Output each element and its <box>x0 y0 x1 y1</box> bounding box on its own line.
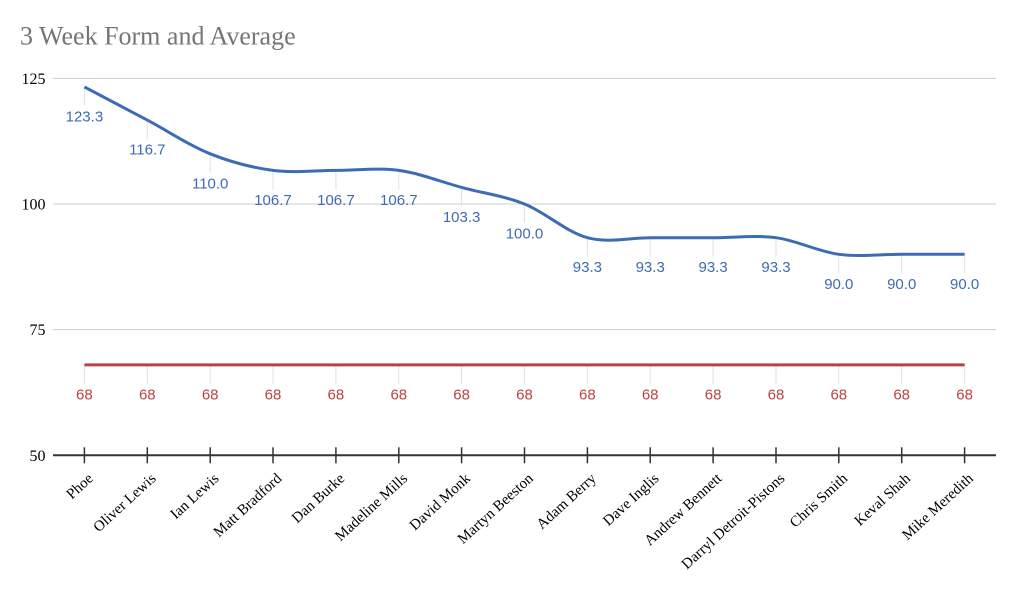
svg-text:68: 68 <box>265 386 282 403</box>
svg-text:93.3: 93.3 <box>573 259 602 276</box>
svg-text:68: 68 <box>956 386 973 403</box>
svg-text:110.0: 110.0 <box>192 175 228 192</box>
svg-text:106.7: 106.7 <box>317 192 355 209</box>
svg-text:68: 68 <box>893 386 910 403</box>
svg-text:116.7: 116.7 <box>129 142 165 159</box>
svg-text:68: 68 <box>516 386 533 403</box>
svg-text:Chris Smith: Chris Smith <box>787 470 851 531</box>
svg-text:Ian Lewis: Ian Lewis <box>168 471 223 523</box>
svg-text:Adam Berry: Adam Berry <box>534 470 600 533</box>
svg-text:David Monk: David Monk <box>407 470 474 534</box>
svg-text:68: 68 <box>642 386 659 403</box>
svg-text:123.3: 123.3 <box>66 108 104 125</box>
svg-text:68: 68 <box>705 386 722 403</box>
svg-text:Phoe: Phoe <box>64 470 97 502</box>
svg-text:Dan Burke: Dan Burke <box>289 470 348 526</box>
svg-text:100.0: 100.0 <box>506 226 544 243</box>
svg-text:68: 68 <box>768 386 785 403</box>
svg-text:103.3: 103.3 <box>443 209 481 226</box>
svg-text:106.7: 106.7 <box>380 192 418 209</box>
svg-text:Darryl Detroit-Pistons: Darryl Detroit-Pistons <box>679 471 789 573</box>
svg-text:68: 68 <box>830 386 847 403</box>
svg-text:68: 68 <box>390 386 407 403</box>
svg-text:68: 68 <box>579 386 596 403</box>
svg-text:100: 100 <box>22 197 46 214</box>
svg-text:106.7: 106.7 <box>254 192 292 209</box>
svg-text:3 Week Form and Average: 3 Week Form and Average <box>20 22 296 51</box>
svg-text:68: 68 <box>76 386 93 403</box>
svg-text:Dave Inglis: Dave Inglis <box>600 471 662 530</box>
svg-text:68: 68 <box>202 386 219 403</box>
svg-text:Keval Shah: Keval Shah <box>852 470 914 529</box>
svg-text:75: 75 <box>30 322 46 339</box>
svg-text:90.0: 90.0 <box>950 276 979 293</box>
svg-text:68: 68 <box>328 386 345 403</box>
svg-text:93.3: 93.3 <box>636 259 665 276</box>
svg-text:68: 68 <box>453 386 470 403</box>
svg-text:93.3: 93.3 <box>698 259 727 276</box>
svg-text:Oliver Lewis: Oliver Lewis <box>91 471 160 536</box>
svg-text:Matt Bradford: Matt Bradford <box>211 470 286 540</box>
svg-text:90.0: 90.0 <box>824 276 853 293</box>
svg-text:50: 50 <box>30 448 46 465</box>
svg-text:125: 125 <box>22 71 46 88</box>
svg-text:90.0: 90.0 <box>887 276 916 293</box>
svg-text:93.3: 93.3 <box>761 259 790 276</box>
svg-text:68: 68 <box>139 386 156 403</box>
